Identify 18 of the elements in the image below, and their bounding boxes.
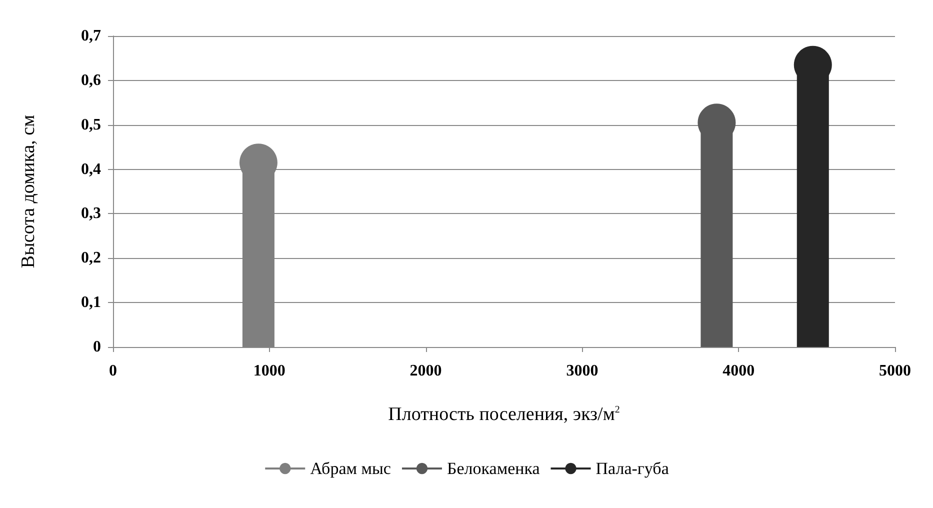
y-tick-label: 0,5: [81, 116, 101, 134]
x-tick-label: 0: [109, 362, 117, 380]
y-tick-label: 0,6: [81, 72, 101, 89]
legend-label: Абрам мыс: [310, 459, 392, 478]
legend-label: Белокаменка: [446, 459, 540, 478]
y-tick-label: 0,4: [81, 160, 101, 178]
legend-label: Пала-губа: [596, 459, 670, 478]
y-tick-label: 0,7: [81, 28, 101, 44]
y-tick-label: 0,1: [81, 294, 101, 312]
x-tick-label: 5000: [879, 362, 911, 380]
x-tick-label: 1000: [253, 362, 286, 380]
x-tick-label: 4000: [722, 362, 755, 380]
y-axis-title: Высота домика, см: [18, 114, 39, 268]
y-tick-label: 0: [93, 338, 101, 356]
x-tick-label: 3000: [566, 362, 598, 380]
y-tick-label: 0,3: [81, 205, 101, 222]
x-tick-label: 2000: [410, 362, 442, 380]
y-tick-label: 0,2: [81, 250, 101, 267]
